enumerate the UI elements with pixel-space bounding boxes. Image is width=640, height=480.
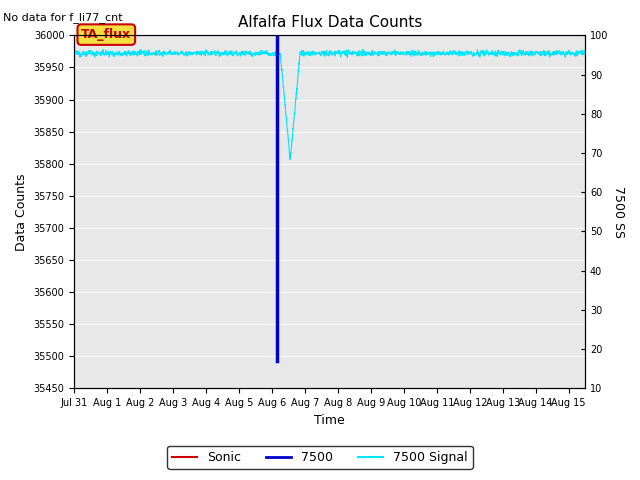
- Y-axis label: 7500 SS: 7500 SS: [612, 186, 625, 238]
- Text: No data for f_li77_cnt: No data for f_li77_cnt: [3, 12, 123, 23]
- Text: TA_flux: TA_flux: [81, 28, 131, 41]
- Y-axis label: Data Counts: Data Counts: [15, 173, 28, 251]
- X-axis label: Time: Time: [314, 414, 345, 427]
- Legend: Sonic, 7500, 7500 Signal: Sonic, 7500, 7500 Signal: [167, 446, 473, 469]
- Title: Alfalfa Flux Data Counts: Alfalfa Flux Data Counts: [237, 15, 422, 30]
